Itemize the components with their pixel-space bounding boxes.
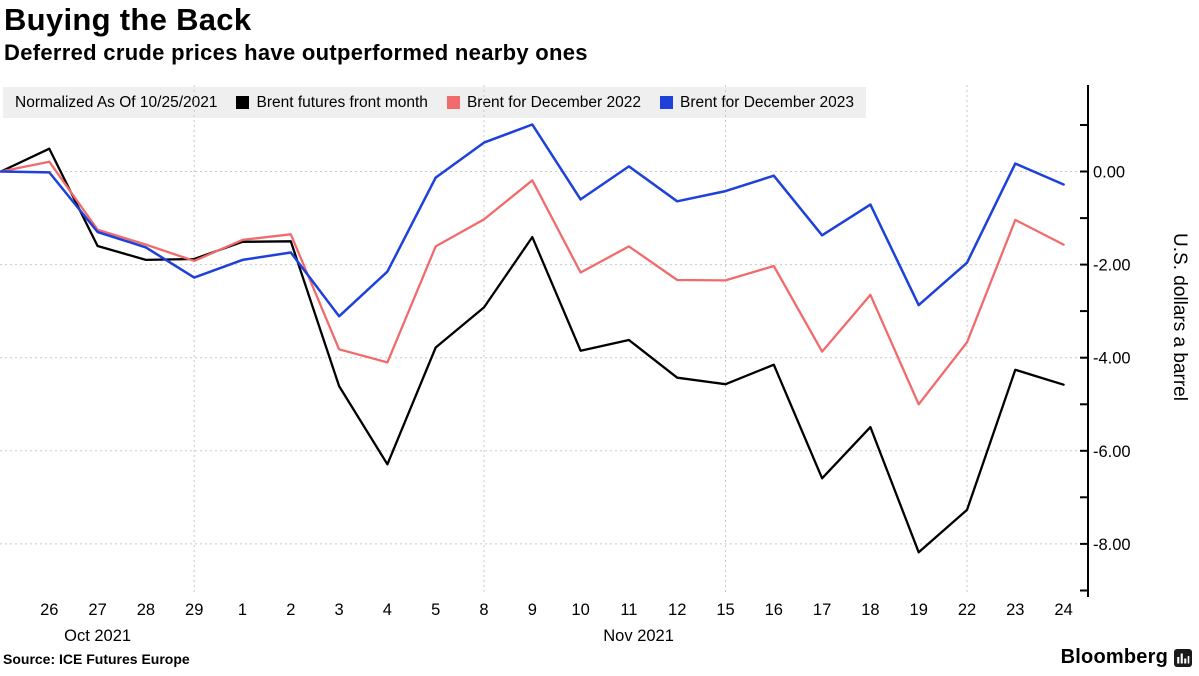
y-tick-label: -4.00: [1093, 350, 1131, 368]
bloomberg-brand: Bloomberg: [1061, 646, 1192, 669]
x-tick-label: 18: [861, 601, 879, 619]
x-tick-label: 12: [668, 601, 686, 619]
series-line-brent-for-december-2023: [0, 123, 1065, 318]
x-tick-label: 9: [528, 601, 537, 619]
bloomberg-wordmark: Bloomberg: [1060, 646, 1168, 668]
y-tick-label: -2.00: [1093, 257, 1131, 275]
month-label: Oct 2021: [64, 627, 131, 645]
x-tick-label: 17: [813, 601, 831, 619]
x-tick-label: 26: [40, 601, 58, 619]
x-tick-label: 24: [1054, 601, 1072, 619]
source-note: Source: ICE Futures Europe: [3, 651, 190, 667]
legend-item-label: Brent for December 2023: [679, 93, 855, 111]
legend-item-label: Brent futures front month: [256, 93, 428, 111]
x-tick-label: 23: [1006, 601, 1024, 619]
page-subtitle: Deferred crude prices have outperformed …: [4, 40, 588, 65]
y-tick-label: -6.00: [1093, 443, 1131, 461]
y-axis-title: U.S. dollars a barrel: [1169, 233, 1190, 401]
series-line-brent-futures-front-month: [0, 147, 1065, 554]
legend-item: Brent futures front month: [236, 93, 428, 112]
legend-swatch: [236, 96, 250, 109]
page-title: Buying the Back: [4, 2, 252, 37]
legend-item-label: Brent for December 2022: [466, 93, 641, 111]
x-tick-label: 15: [716, 601, 734, 619]
x-tick-label: 28: [137, 601, 155, 619]
legend-note: Normalized As Of 10/25/2021: [15, 93, 218, 111]
bloomberg-icon: [1174, 648, 1192, 667]
x-tick-label: 19: [910, 601, 928, 619]
legend-bar: Normalized As Of 10/25/2021 Brent future…: [3, 87, 867, 118]
month-label: Nov 2021: [603, 627, 674, 645]
x-tick-label: 27: [88, 601, 106, 619]
legend-item: Brent for December 2023: [659, 93, 855, 112]
legend-swatch: [446, 96, 460, 109]
x-tick-label: 5: [431, 601, 440, 619]
x-tick-label: 8: [479, 601, 488, 619]
legend-item: Brent for December 2022: [446, 93, 641, 112]
legend-swatch: [659, 96, 673, 109]
y-tick-label: 0.00: [1093, 164, 1125, 182]
x-tick-label: 16: [765, 601, 783, 619]
x-tick-label: 22: [958, 601, 976, 619]
x-tick-label: 3: [335, 601, 344, 619]
x-tick-label: 11: [620, 601, 637, 619]
x-tick-label: 29: [185, 601, 203, 619]
series-line-brent-for-december-2022: [0, 160, 1065, 406]
x-tick-label: 1: [238, 601, 247, 619]
x-tick-label: 4: [383, 601, 392, 619]
y-tick-label: -8.00: [1093, 536, 1131, 554]
title-block: Buying the Back Deferred crude prices ha…: [4, 2, 588, 66]
x-tick-label: 10: [571, 601, 589, 619]
x-tick-label: 2: [286, 601, 295, 619]
